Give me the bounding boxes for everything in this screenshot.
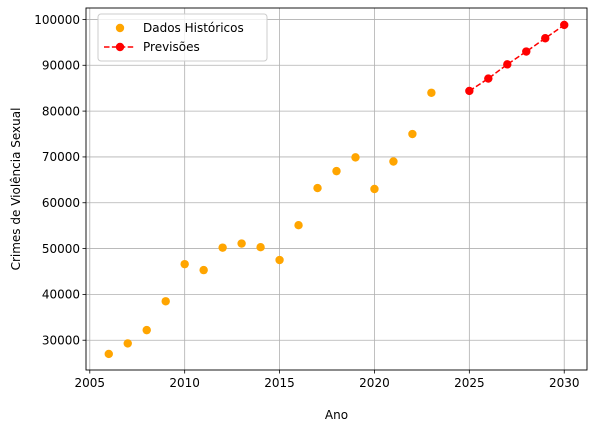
point-historicos: [218, 243, 227, 252]
point-historicos: [313, 183, 322, 193]
x-tick-label: 2015: [264, 376, 295, 390]
point-historicos: [161, 297, 170, 306]
point-historicos: [408, 129, 417, 139]
point-historicos: [389, 157, 398, 166]
x-tick-label: 2010: [169, 376, 200, 390]
point-previsoes: [541, 34, 550, 43]
y-tick-label: 70000: [42, 150, 80, 164]
series-layer: [104, 20, 569, 359]
x-tick-label: 2025: [454, 376, 485, 390]
point-previsoes: [484, 74, 493, 83]
y-axis-ticks: 30000 40000 50000 60000 70000 80000 90000 10000…: [34, 13, 86, 348]
x-tick-label: 2030: [549, 376, 580, 390]
point-historicos: [237, 239, 246, 248]
x-tick-label: 2005: [75, 376, 106, 390]
point-historicos: [256, 242, 265, 252]
y-tick-label: 80000: [42, 104, 80, 118]
point-historicos: [104, 349, 113, 359]
point-historicos: [180, 259, 189, 269]
point-previsoes: [503, 60, 512, 69]
y-tick-label: 90000: [42, 59, 80, 73]
x-axis-label: Ano: [325, 408, 348, 422]
point-previsoes: [465, 86, 474, 96]
legend-marker-historicos: [115, 23, 125, 33]
y-tick-label: 60000: [42, 196, 80, 210]
y-axis-label: Crimes de Violência Sexual: [9, 108, 23, 271]
legend-box: [97, 13, 268, 62]
point-historicos: [332, 166, 341, 176]
x-tick-label: 2020: [359, 376, 390, 390]
y-tick-label: 100000: [34, 13, 80, 27]
point-historicos: [275, 255, 284, 265]
point-historicos: [370, 184, 379, 194]
point-previsoes: [522, 47, 531, 56]
legend-item-historicos: Dados Históricos: [115, 21, 244, 35]
legend-label-historicos: Dados Históricos: [143, 21, 244, 35]
legend-label-previsoes: Previsões: [143, 40, 200, 54]
point-historicos: [199, 265, 208, 275]
point-historicos: [294, 221, 303, 230]
point-historicos: [427, 88, 436, 97]
legend-item-previsoes: Previsões: [104, 40, 200, 54]
point-previsoes: [560, 20, 569, 30]
point-historicos: [123, 339, 132, 348]
y-tick-label: 30000: [42, 334, 80, 348]
plot-frame: [85, 7, 588, 371]
y-tick-label: 50000: [42, 242, 80, 256]
point-historicos: [142, 325, 151, 335]
y-tick-label: 40000: [42, 288, 80, 302]
legend: Dados Históricos Previsões: [97, 13, 268, 62]
legend-marker-previsoes: [115, 42, 125, 52]
grid: [86, 8, 587, 370]
point-historicos: [351, 153, 360, 162]
x-axis-ticks: 2005 2010 2015 2020 2025 2030: [75, 370, 580, 390]
